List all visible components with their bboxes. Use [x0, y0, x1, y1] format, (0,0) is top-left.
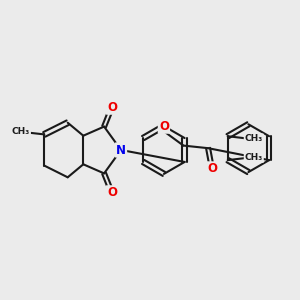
- Text: O: O: [159, 120, 169, 133]
- Text: CH₃: CH₃: [245, 134, 263, 143]
- Text: CH₃: CH₃: [245, 153, 263, 162]
- Text: O: O: [107, 186, 117, 200]
- Text: O: O: [107, 100, 117, 114]
- Text: N: N: [116, 143, 126, 157]
- Text: O: O: [207, 163, 217, 176]
- Text: CH₃: CH₃: [12, 127, 30, 136]
